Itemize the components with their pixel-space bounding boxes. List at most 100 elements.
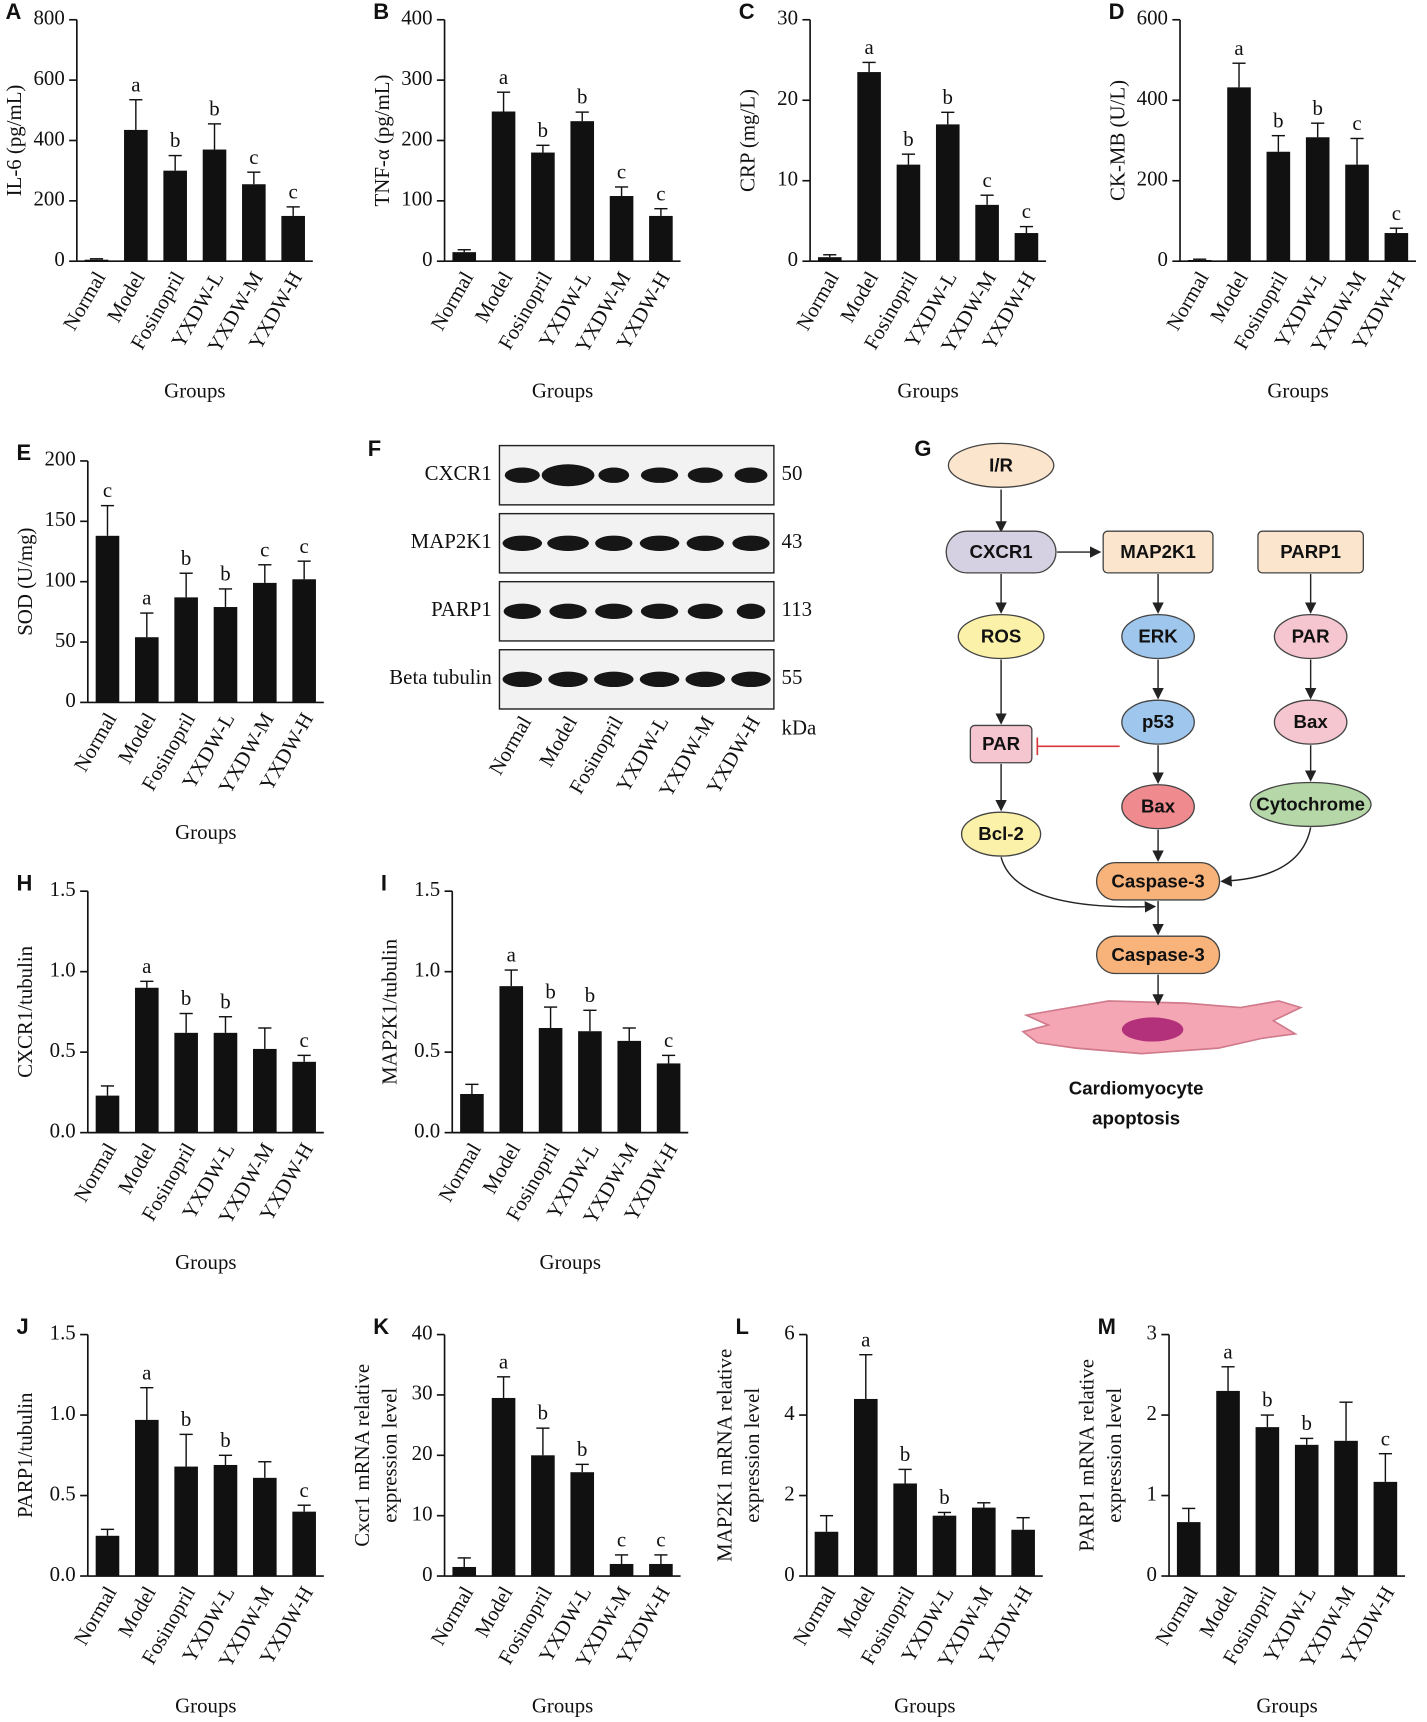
y-axis-label: MAP2K1 mRNA relative bbox=[712, 1349, 736, 1562]
bar bbox=[817, 257, 842, 262]
significance-label: a bbox=[507, 943, 516, 967]
significance-label: b bbox=[1301, 1411, 1311, 1435]
blot-band bbox=[502, 535, 543, 551]
bar bbox=[975, 204, 999, 262]
y-axis-label: TNF-α (pg/mL) bbox=[370, 74, 394, 206]
kda-label: 50 bbox=[782, 461, 803, 485]
blot-band bbox=[595, 535, 633, 551]
x-axis-label: Groups bbox=[894, 1694, 955, 1718]
kda-unit: kDa bbox=[782, 716, 817, 740]
y-tick-label: 0.0 bbox=[50, 1118, 76, 1142]
pathway-label: Caspase-3 bbox=[1111, 944, 1204, 965]
bar bbox=[570, 1472, 595, 1577]
y-tick-label: 10 bbox=[412, 1501, 433, 1525]
blot-frame bbox=[498, 444, 775, 506]
bar bbox=[213, 1464, 238, 1577]
bar bbox=[972, 1507, 996, 1577]
significance-label: c bbox=[300, 1028, 309, 1052]
bar bbox=[135, 987, 159, 1133]
bar bbox=[213, 607, 238, 703]
y-tick-label: 0 bbox=[1158, 247, 1168, 271]
y-tick-label: 30 bbox=[777, 6, 798, 30]
pathway-node bbox=[1273, 699, 1348, 745]
y-tick-label: 0.5 bbox=[50, 1481, 76, 1505]
bar bbox=[1187, 260, 1212, 262]
bar bbox=[1176, 1522, 1201, 1577]
inhibition-line bbox=[1036, 737, 1120, 756]
significance-label: c bbox=[1022, 199, 1031, 223]
bar bbox=[893, 1483, 917, 1577]
y-tick-label: 1.0 bbox=[414, 957, 440, 981]
arrow bbox=[1220, 827, 1312, 887]
significance-label: c bbox=[300, 534, 309, 558]
x-axis-label: Groups bbox=[175, 820, 236, 844]
lane-label: Model bbox=[534, 712, 582, 771]
bar bbox=[935, 124, 960, 262]
significance-label: b bbox=[1273, 108, 1283, 132]
panel-label: I bbox=[381, 870, 387, 895]
panel-label: M bbox=[1098, 1314, 1116, 1339]
bar bbox=[531, 152, 555, 262]
pathway-label: I/R bbox=[989, 454, 1013, 475]
bar bbox=[253, 582, 277, 703]
kda-label: 113 bbox=[782, 597, 813, 621]
outcome-label: Cardiomyocyte bbox=[1069, 1078, 1204, 1099]
bar bbox=[609, 1563, 634, 1577]
blot-band bbox=[687, 467, 723, 483]
significance-label: c bbox=[1392, 201, 1401, 225]
bar bbox=[174, 1466, 198, 1577]
protein-label: CXCR1 bbox=[425, 461, 492, 485]
bar bbox=[1334, 1440, 1358, 1577]
significance-label: b bbox=[220, 1428, 230, 1452]
y-axis-label: CRP (mg/L) bbox=[736, 89, 760, 192]
pathway-node bbox=[945, 530, 1057, 574]
pathway-node bbox=[960, 811, 1042, 857]
y-tick-label: 100 bbox=[401, 187, 432, 211]
bar bbox=[452, 252, 477, 262]
y-tick-label: 6 bbox=[784, 1320, 794, 1344]
bar bbox=[1014, 233, 1039, 262]
pathway-label: Cytochrome bbox=[1256, 793, 1365, 814]
blot-band bbox=[736, 603, 766, 619]
significance-label: b bbox=[903, 127, 913, 151]
panel-label: E bbox=[16, 440, 31, 465]
significance-label: c bbox=[289, 179, 298, 203]
blot-band bbox=[594, 671, 634, 688]
y-tick-label: 400 bbox=[33, 126, 64, 150]
y-tick-label: 200 bbox=[33, 187, 64, 211]
y-tick-label: 200 bbox=[44, 447, 75, 471]
y-tick-label: 2 bbox=[1147, 1401, 1157, 1425]
significance-label: b bbox=[585, 983, 595, 1007]
significance-label: a bbox=[499, 65, 508, 89]
significance-label: a bbox=[864, 35, 873, 59]
panel-label: G bbox=[914, 436, 931, 461]
y-tick-label: 3 bbox=[1147, 1320, 1157, 1344]
y-tick-label: 600 bbox=[33, 66, 64, 90]
significance-label: a bbox=[861, 1327, 870, 1351]
blot-band bbox=[595, 603, 633, 619]
bar bbox=[253, 1048, 277, 1133]
y-tick-label: 0 bbox=[788, 247, 798, 271]
kda-label: 55 bbox=[782, 665, 803, 689]
x-axis-label: Groups bbox=[532, 379, 593, 403]
significance-label: a bbox=[142, 1360, 151, 1384]
blot-band bbox=[734, 467, 768, 483]
significance-label: b bbox=[220, 562, 230, 586]
significance-label: c bbox=[982, 168, 991, 192]
blot-band bbox=[598, 467, 630, 483]
significance-label: c bbox=[1381, 1426, 1390, 1450]
y-axis-label: MAP2K1/tubulin bbox=[378, 938, 402, 1084]
blot-band bbox=[639, 671, 680, 688]
bar bbox=[292, 1061, 316, 1133]
y-tick-label: 150 bbox=[44, 507, 75, 531]
y-tick-label: 0 bbox=[784, 1562, 794, 1586]
panel-label: D bbox=[1109, 0, 1125, 24]
bar bbox=[1216, 1390, 1240, 1577]
bar bbox=[491, 1397, 516, 1577]
x-tick-label: Normal bbox=[433, 1139, 486, 1206]
significance-label: b bbox=[1262, 1388, 1272, 1412]
arrow bbox=[1000, 856, 1157, 913]
bar bbox=[857, 72, 881, 262]
pathway-node bbox=[1102, 530, 1214, 574]
